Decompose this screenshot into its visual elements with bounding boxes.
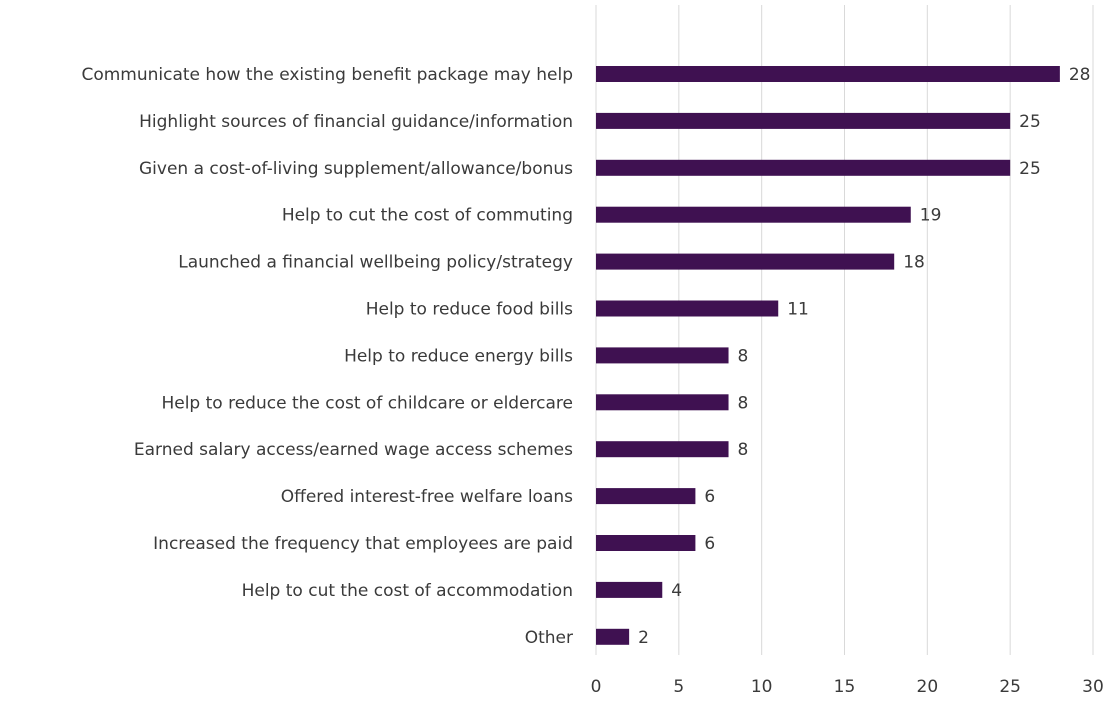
value-label: 8 <box>738 393 749 413</box>
x-tick-label: 15 <box>834 677 856 697</box>
bar <box>596 159 1011 176</box>
x-axis-ticks: 0 5 10 15 20 25 30 <box>591 677 1104 697</box>
bar <box>596 112 1011 129</box>
category-label: Other <box>525 628 573 648</box>
bar <box>596 628 630 645</box>
x-tick-label: 30 <box>1082 677 1104 697</box>
category-label: Earned salary access/earned wage access … <box>134 440 573 460</box>
category-label: Offered interest-free welfare loans <box>281 487 573 507</box>
value-label: 19 <box>920 206 942 226</box>
x-tick-label: 25 <box>999 677 1021 697</box>
bar <box>596 488 696 505</box>
category-label: Help to cut the cost of commuting <box>282 206 573 226</box>
value-label: 28 <box>1069 65 1091 85</box>
bar <box>596 581 663 598</box>
value-label: 2 <box>638 628 649 648</box>
value-label: 18 <box>903 253 925 273</box>
category-label: Help to reduce the cost of childcare or … <box>161 393 573 413</box>
x-tick-label: 5 <box>673 677 684 697</box>
bar <box>596 347 729 364</box>
value-labels: 28 25 25 19 18 11 8 8 8 6 6 4 2 <box>638 65 1090 648</box>
category-labels: Communicate how the existing benefit pac… <box>81 65 573 648</box>
value-label: 4 <box>671 581 682 601</box>
category-label: Help to reduce energy bills <box>344 346 573 366</box>
bar <box>596 441 729 458</box>
bar <box>596 300 779 317</box>
value-label: 8 <box>738 346 749 366</box>
bar <box>596 394 729 411</box>
category-label: Increased the frequency that employees a… <box>153 534 573 554</box>
x-tick-label: 10 <box>751 677 773 697</box>
x-tick-label: 20 <box>917 677 939 697</box>
bars <box>596 66 1060 645</box>
value-label: 6 <box>704 487 715 507</box>
bar <box>596 66 1060 82</box>
bar <box>596 206 911 223</box>
bar <box>596 253 895 270</box>
gridlines <box>595 5 1094 655</box>
category-label: Highlight sources of financial guidance/… <box>139 112 573 132</box>
category-label: Launched a financial wellbeing policy/st… <box>178 253 573 273</box>
value-label: 8 <box>738 440 749 460</box>
value-label: 6 <box>704 534 715 554</box>
category-label: Help to reduce food bills <box>366 300 573 320</box>
value-label: 25 <box>1019 159 1041 179</box>
category-label: Given a cost-of-living supplement/allowa… <box>139 159 573 179</box>
value-label: 11 <box>787 300 809 320</box>
bar <box>596 535 696 551</box>
category-label: Communicate how the existing benefit pac… <box>81 65 573 85</box>
category-label: Help to cut the cost of accommodation <box>242 581 573 601</box>
x-tick-label: 0 <box>591 677 602 697</box>
value-label: 25 <box>1019 112 1041 132</box>
